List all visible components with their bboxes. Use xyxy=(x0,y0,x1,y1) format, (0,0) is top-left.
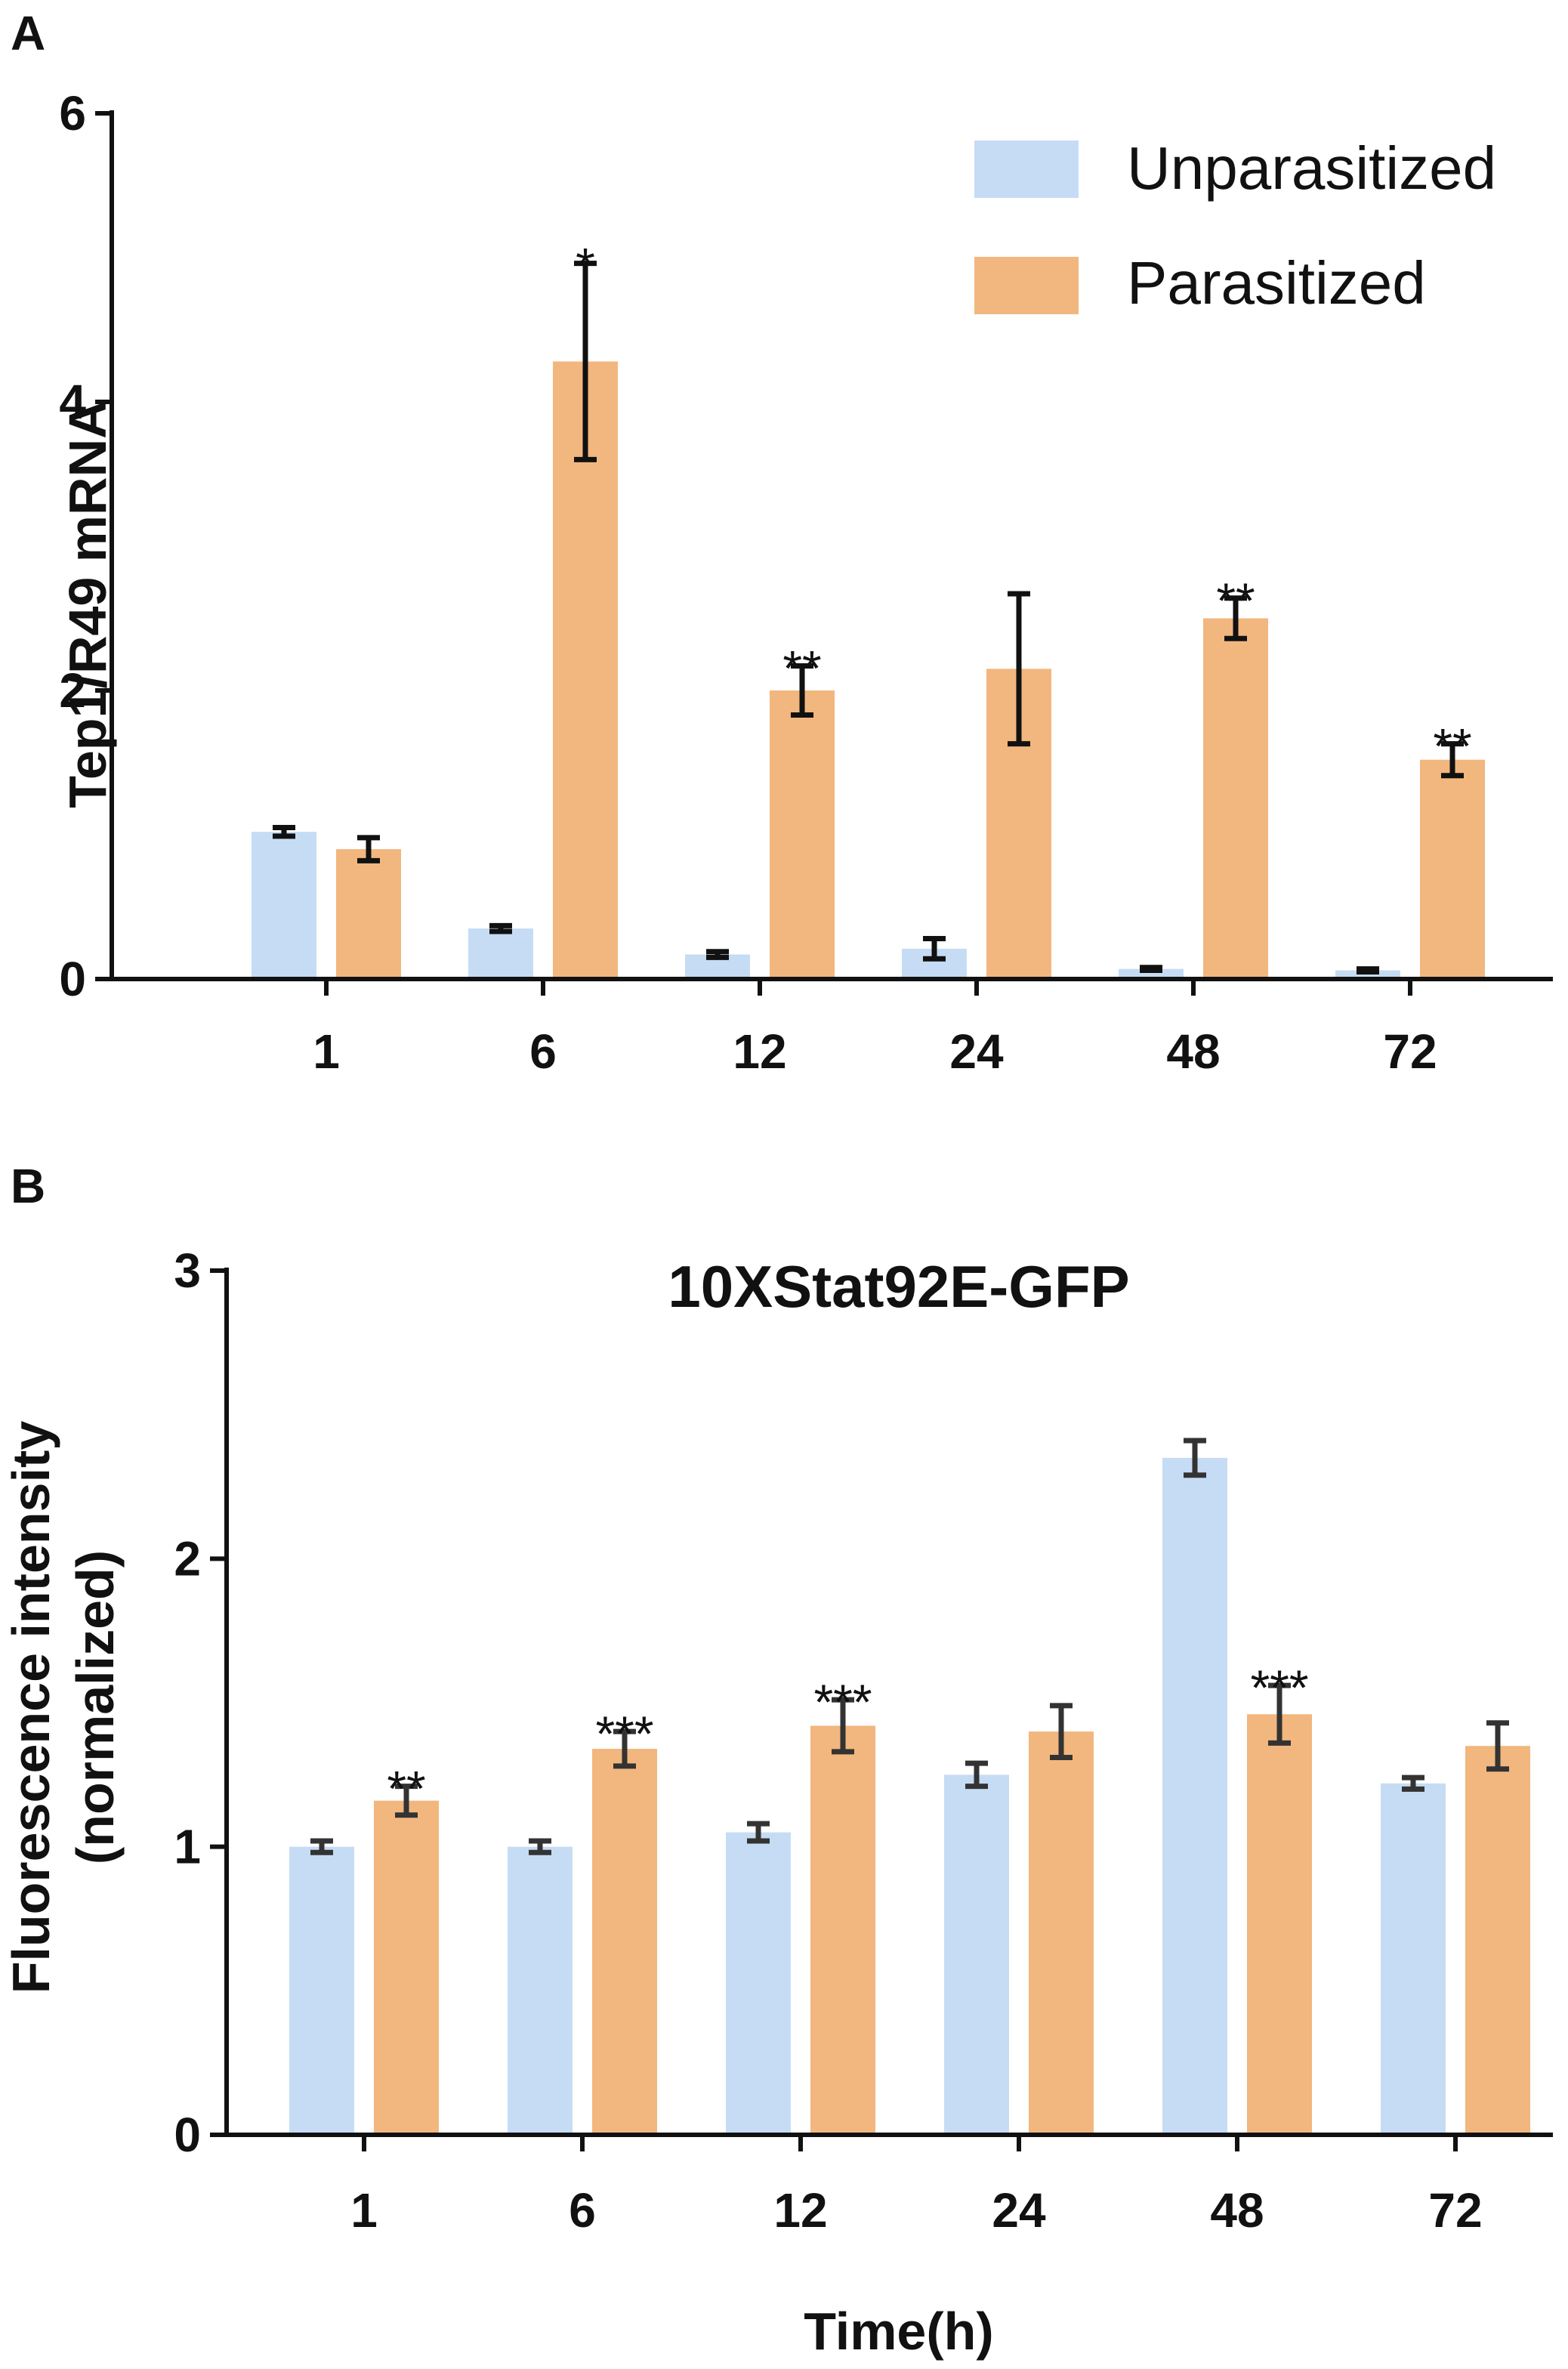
panel-b-y-tick-label-2: 2 xyxy=(174,1531,201,1586)
panel-b-errorbar-unparasitized-1 xyxy=(310,1838,333,1855)
panel-a-x-tick-label-12: 12 xyxy=(733,1024,786,1079)
panel-b-x-axis-title: Time(h) xyxy=(804,2302,994,2361)
panel-b-bar-parasitized-72 xyxy=(1465,1746,1530,2135)
panel-a-bar-unparasitized-72 xyxy=(1335,970,1400,979)
panel-a-x-tick-label-6: 6 xyxy=(529,1024,557,1079)
panel-b-x-tick-label-1: 1 xyxy=(350,2183,378,2238)
panel-a-significance-72: ** xyxy=(1433,718,1471,774)
panel-b-errorbar-parasitized-24 xyxy=(1050,1703,1073,1760)
panel-b-bar-unparasitized-6 xyxy=(508,1846,573,2135)
panel-a-bar-unparasitized-1 xyxy=(252,832,316,979)
panel-a-bar-unparasitized-48 xyxy=(1119,968,1184,979)
panel-a-significance-48: ** xyxy=(1216,573,1255,629)
legend-label-parasitized: Parasitized xyxy=(1127,249,1426,317)
panel-b-y-tick-label-1: 1 xyxy=(174,1820,201,1874)
legend-swatch-parasitized xyxy=(974,257,1079,314)
panel-b-errorbar-unparasitized-48 xyxy=(1184,1438,1206,1478)
legend-swatch-unparasitized xyxy=(974,141,1079,198)
panel-b-y-tick-label-0: 0 xyxy=(174,2108,201,2162)
panel-b-y-axis-title-line1: Fluorescence intensity xyxy=(2,1421,60,1994)
panel-b-errorbar-unparasitized-24 xyxy=(965,1760,988,1790)
panel-b-bar-parasitized-24 xyxy=(1029,1731,1094,2135)
panel-a-errorbar-unparasitized-48 xyxy=(1140,965,1162,974)
panel-b-errorbar-parasitized-12 xyxy=(832,1697,854,1755)
panel-b-x-tick-label-24: 24 xyxy=(992,2183,1046,2238)
panel-b-errorbar-parasitized-1 xyxy=(395,1784,418,1818)
panel-a-bar-unparasitized-6 xyxy=(468,928,533,979)
panel-b-bar-parasitized-6 xyxy=(592,1749,657,2135)
panel-b-y-axis-title-line2: (normalized) xyxy=(66,1550,125,1864)
panel-b-errorbar-parasitized-48 xyxy=(1268,1682,1291,1746)
panel-b-y-tick-label-3: 3 xyxy=(174,1243,201,1298)
panel-b-bar-unparasitized-24 xyxy=(944,1774,1009,2135)
panel-a-errorbar-unparasitized-24 xyxy=(923,936,946,962)
panel-b-significance-6: *** xyxy=(595,1706,653,1762)
panel-a-bar-parasitized-48 xyxy=(1203,618,1268,979)
panel-b-chart-title: 10XStat92E-GFP xyxy=(668,1253,1129,1320)
panel-b-bar-unparasitized-72 xyxy=(1381,1783,1446,2135)
panel-b-significance-48: *** xyxy=(1250,1660,1308,1716)
panel-a-x-tick-label-48: 48 xyxy=(1166,1024,1220,1079)
panel-a-y-tick-label-2: 2 xyxy=(59,663,86,718)
panel-b-bar-parasitized-48 xyxy=(1247,1714,1312,2135)
panel-a-errorbar-unparasitized-72 xyxy=(1357,966,1379,974)
panel-a-bar-parasitized-1 xyxy=(336,849,401,979)
panel-b-errorbar-unparasitized-6 xyxy=(529,1838,551,1855)
panel-b-errorbar-unparasitized-72 xyxy=(1402,1774,1424,1792)
panel-a-errorbar-parasitized-48 xyxy=(1224,595,1247,641)
panel-a: A Tep1/R49 mRNA Unparasitized Parasitize… xyxy=(11,6,1553,1079)
panel-a-errorbar-parasitized-72 xyxy=(1441,741,1464,779)
panel-a-letter: A xyxy=(11,6,45,60)
panel-b-bar-parasitized-12 xyxy=(810,1725,875,2135)
panel-b-significance-12: *** xyxy=(813,1674,872,1730)
panel-a-y-tick-label-0: 0 xyxy=(59,952,86,1006)
panel-a-bar-parasitized-6 xyxy=(553,361,618,979)
panel-a-errorbar-parasitized-1 xyxy=(357,835,380,863)
panel-b-x-tick-label-48: 48 xyxy=(1210,2183,1264,2238)
legend-label-unparasitized: Unparasitized xyxy=(1127,134,1496,202)
panel-b-x-tick-label-6: 6 xyxy=(569,2183,596,2238)
panel-a-y-tick-label-6: 6 xyxy=(59,86,86,141)
panel-a-errorbar-unparasitized-1 xyxy=(273,824,295,839)
panel-a-y-tick-label-4: 4 xyxy=(59,375,86,429)
panel-b-bar-parasitized-1 xyxy=(374,1800,439,2135)
panel-a-significance-12: ** xyxy=(782,641,821,696)
panel-b-errorbar-parasitized-6 xyxy=(613,1728,636,1769)
panel-b-x-tick-label-72: 72 xyxy=(1428,2183,1482,2238)
panel-a-x-tick-label-1: 1 xyxy=(313,1024,340,1079)
panel-a-errorbar-parasitized-12 xyxy=(791,663,813,718)
panel-a-significance-6: * xyxy=(576,238,595,294)
panel-b-x-tick-label-12: 12 xyxy=(773,2183,827,2238)
panel-a-bar-parasitized-12 xyxy=(770,690,835,979)
panel-a-errorbar-parasitized-24 xyxy=(1008,591,1030,747)
panel-b-bar-unparasitized-1 xyxy=(289,1846,354,2135)
panel-a-bar-parasitized-72 xyxy=(1420,759,1485,979)
panel-a-x-tick-label-72: 72 xyxy=(1383,1024,1437,1079)
panel-a-errorbar-parasitized-6 xyxy=(574,261,597,462)
panel-a-y-axis-title: Tep1/R49 mRNA xyxy=(58,400,117,808)
panel-b-significance-1: ** xyxy=(387,1761,425,1817)
panel-a-errorbar-unparasitized-12 xyxy=(706,949,729,960)
panel-b-bar-unparasitized-12 xyxy=(726,1832,791,2135)
panel-b-bar-unparasitized-48 xyxy=(1162,1457,1227,2135)
panel-b: B 10XStat92E-GFP Fluorescence intensity … xyxy=(2,1159,1553,2361)
panel-b-errorbar-parasitized-72 xyxy=(1486,1720,1509,1772)
panel-b-errorbar-unparasitized-12 xyxy=(747,1821,770,1844)
panel-b-letter: B xyxy=(11,1159,45,1213)
panel-a-errorbar-unparasitized-6 xyxy=(489,922,512,934)
panel-a-legend: Unparasitized Parasitized xyxy=(974,134,1496,317)
panel-a-x-tick-label-24: 24 xyxy=(949,1024,1004,1079)
